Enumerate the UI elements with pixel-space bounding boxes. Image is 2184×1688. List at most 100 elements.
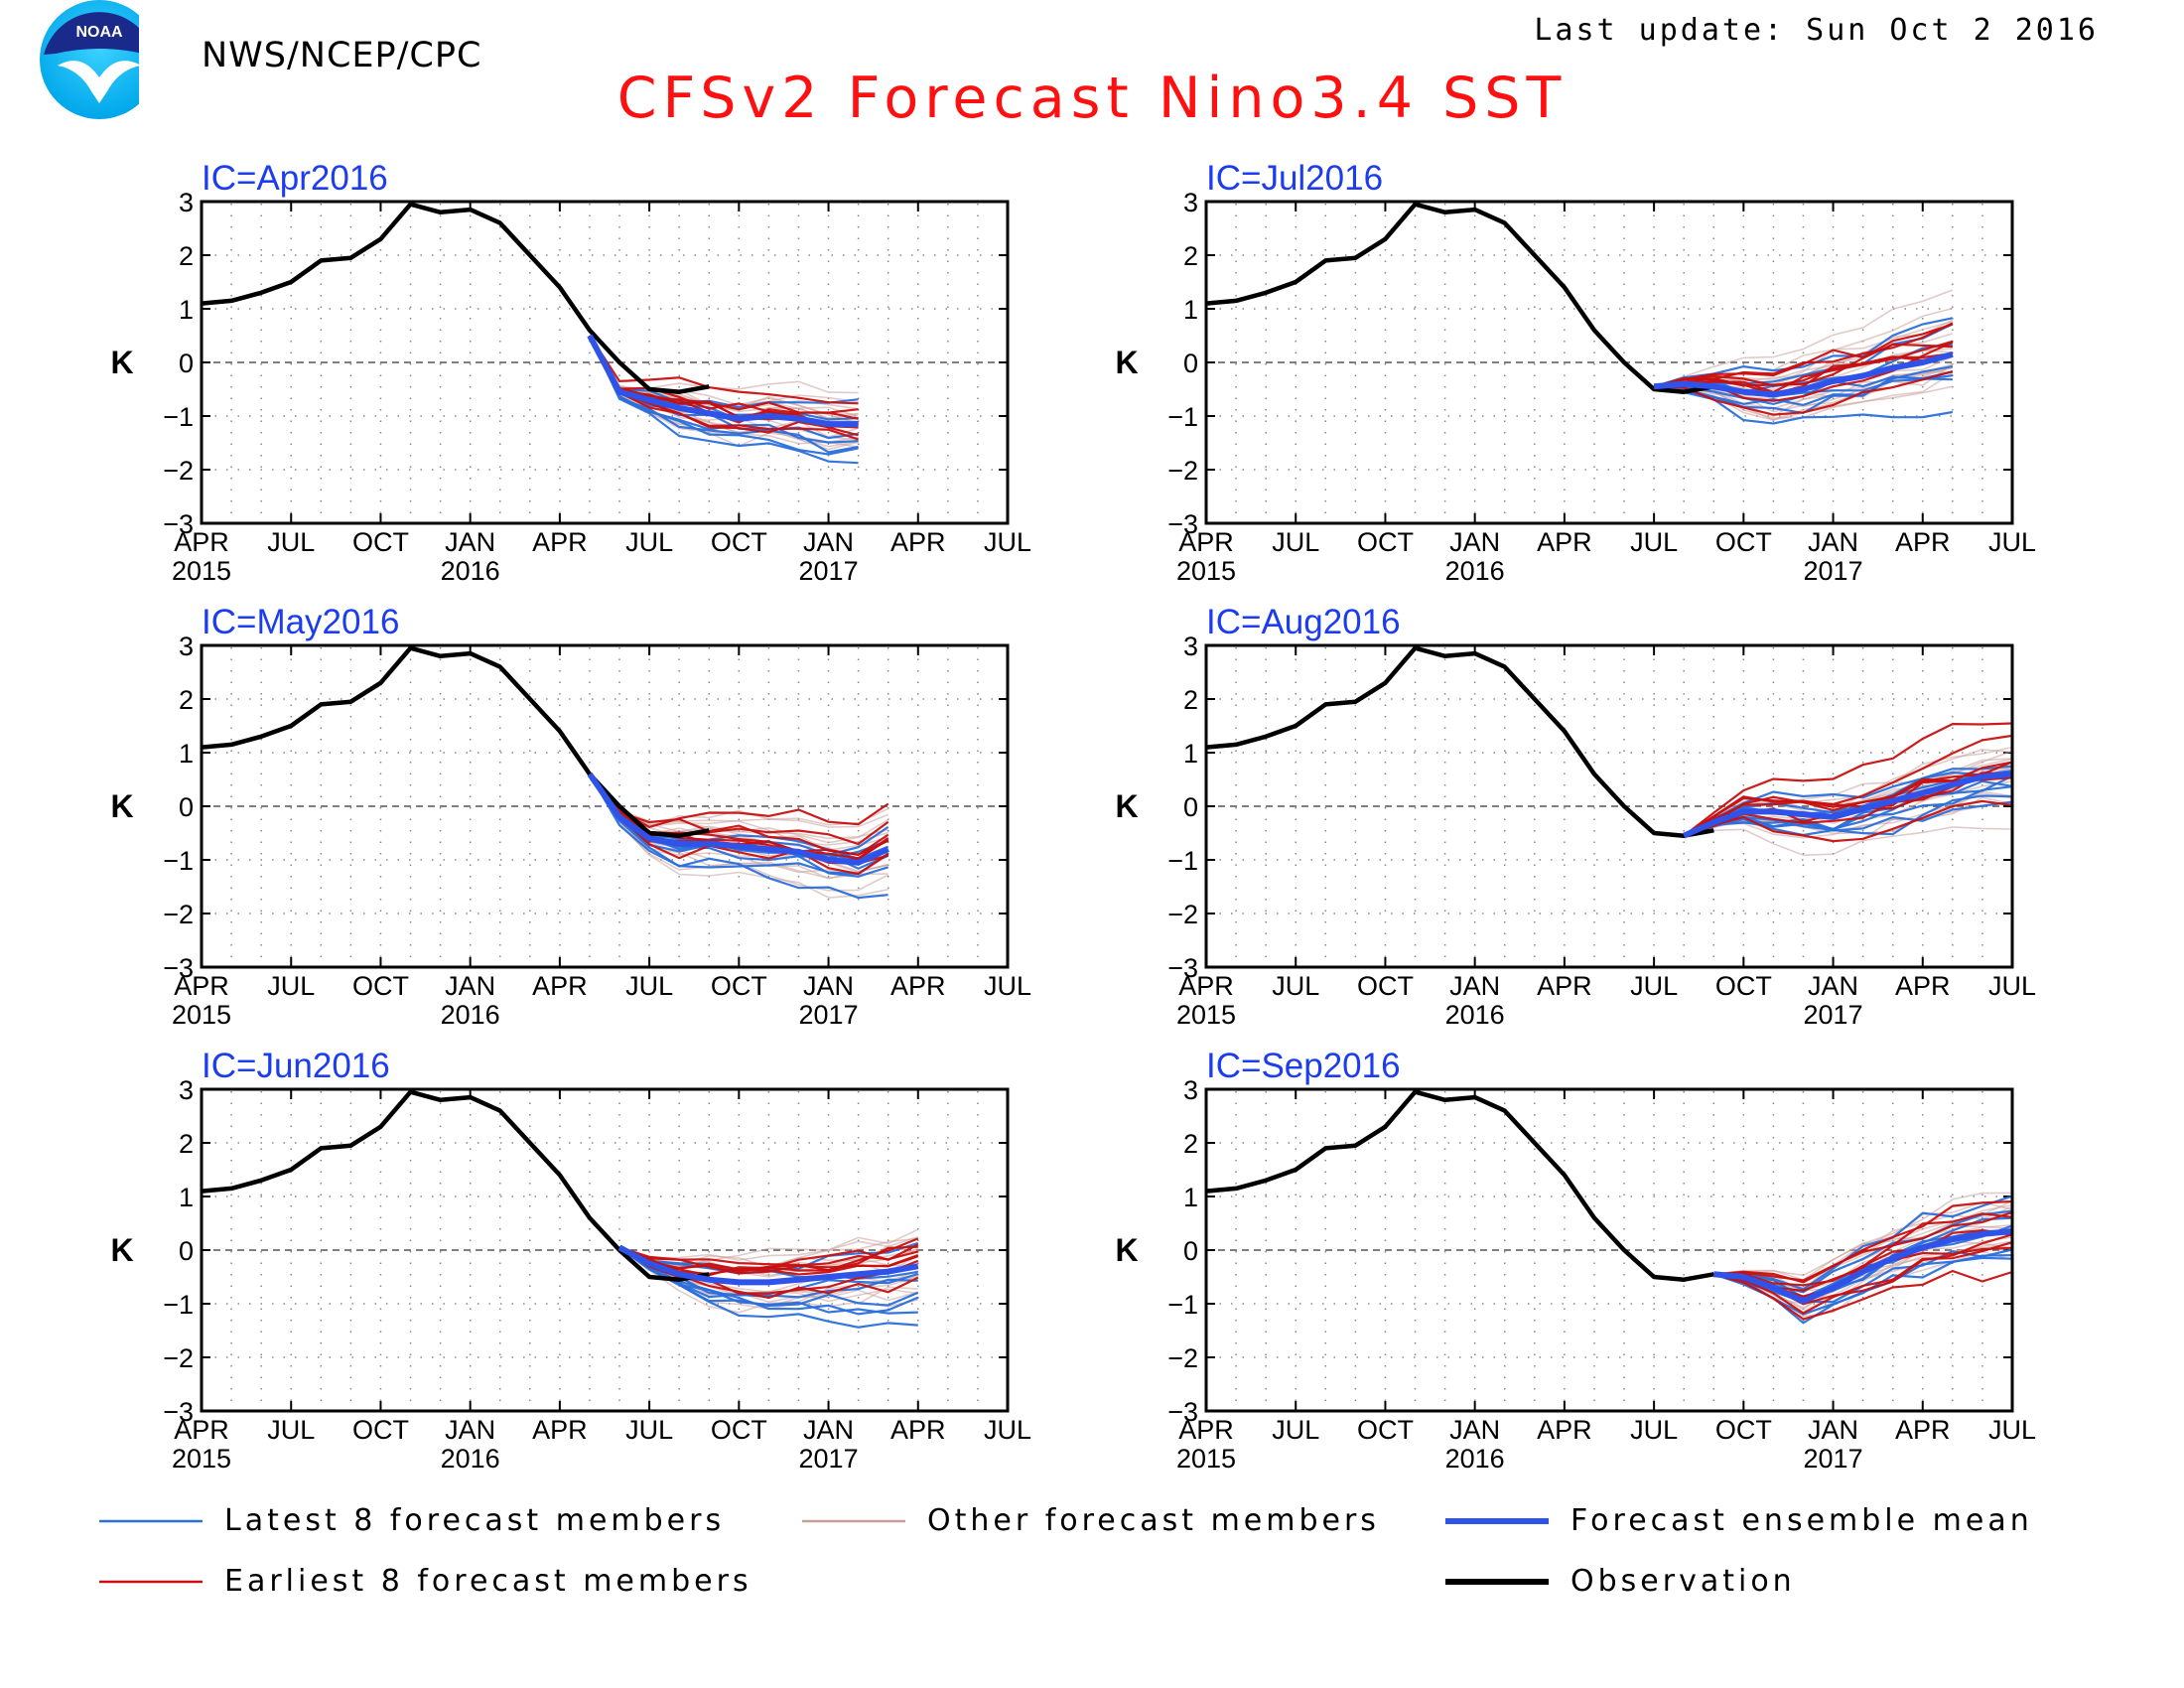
y-tick-label: 2 bbox=[179, 685, 194, 715]
y-tick-label: 3 bbox=[179, 632, 194, 661]
member-line-earliest bbox=[1713, 1241, 2013, 1315]
member-line-latest bbox=[589, 774, 889, 876]
x-tick-label: APR bbox=[1537, 527, 1592, 557]
legend-item-latest: Latest 8 forecast members bbox=[99, 1503, 725, 1538]
x-tick-label: APR bbox=[532, 527, 588, 557]
member-line-earliest bbox=[1713, 1269, 2013, 1321]
x-tick-label: APR bbox=[1537, 1415, 1592, 1445]
x-tick-label: JAN bbox=[803, 527, 854, 557]
x-tick-label: APR bbox=[1178, 527, 1234, 557]
x-tick-label: OCT bbox=[352, 527, 409, 557]
observation-line bbox=[201, 202, 710, 394]
ensemble-mean-line bbox=[1682, 771, 2013, 839]
member-line-earliest bbox=[1653, 323, 1954, 388]
member-line-earliest bbox=[1683, 722, 2013, 837]
x-year-label: 2015 bbox=[1176, 556, 1236, 586]
y-tick-label: −2 bbox=[163, 900, 194, 929]
x-year-label: 2017 bbox=[799, 556, 859, 586]
panel-ic-sep2016: IC=Sep2016 K −3 −2 −1 0 1 2 3 APR JUL OCT JAN APR JUL O… bbox=[1115, 1047, 2036, 1474]
member-line-other bbox=[1684, 826, 2013, 857]
x-tick-label: OCT bbox=[1357, 527, 1414, 557]
panel-ic-jun2016: IC=Jun2016 K −3 −2 −1 0 1 2 3 APR JUL OCT JAN APR JUL O… bbox=[110, 1047, 1031, 1474]
ensemble-mean-line bbox=[587, 334, 859, 428]
observation-line bbox=[1205, 202, 1714, 394]
panel-title: IC=Aug2016 bbox=[1206, 603, 1401, 641]
x-tick-label: JUL bbox=[1630, 527, 1678, 557]
legend-swatch-mean bbox=[1445, 1517, 1549, 1524]
panel-ic-jul2016: IC=Jul2016 K −3 −2 −1 0 1 2 3 APR JUL OCT JAN APR JUL O… bbox=[1115, 159, 2036, 586]
legend-swatch-observation bbox=[1445, 1578, 1549, 1585]
y-tick-label: −1 bbox=[1167, 846, 1198, 876]
y-tick-label: −3 bbox=[163, 1397, 194, 1427]
panel-title: IC=Jul2016 bbox=[1206, 159, 1383, 198]
legend-label-observation: Observation bbox=[1570, 1564, 1796, 1599]
x-tick-label: JUL bbox=[1272, 527, 1319, 557]
y-tick-label: 1 bbox=[1183, 295, 1198, 325]
y-tick-label: −2 bbox=[163, 1343, 194, 1373]
x-year-label: 2016 bbox=[441, 1444, 500, 1474]
legend-label-other: Other forecast members bbox=[927, 1503, 1380, 1538]
x-tick-label: JUL bbox=[625, 527, 673, 557]
x-tick-label: JAN bbox=[445, 527, 495, 557]
ensemble-mean-line bbox=[1653, 352, 1954, 398]
x-tick-label: OCT bbox=[1715, 527, 1772, 557]
y-tick-label: −1 bbox=[163, 846, 194, 876]
legend-label-latest: Latest 8 forecast members bbox=[224, 1503, 726, 1538]
y-tick-label: 2 bbox=[1183, 685, 1198, 715]
panel-ic-apr2016: IC=Apr2016 K −3 −2 −1 0 1 2 3 APR JUL OCT JAN APR JUL O… bbox=[110, 159, 1031, 586]
x-tick-label: OCT bbox=[1357, 971, 1414, 1001]
y-tick-label: 0 bbox=[1183, 1236, 1198, 1266]
x-year-label: 2016 bbox=[441, 556, 500, 586]
x-tick-label: APR bbox=[174, 1415, 229, 1445]
y-tick-label: 0 bbox=[1183, 349, 1198, 378]
y-tick-label: −2 bbox=[1167, 456, 1198, 486]
y-axis-label: K bbox=[110, 1232, 133, 1268]
noaa-logo-bird bbox=[58, 61, 139, 103]
legend-swatch-other bbox=[802, 1519, 905, 1522]
y-tick-label: −2 bbox=[1167, 900, 1198, 929]
y-tick-label: −3 bbox=[163, 953, 194, 983]
legend-label-earliest: Earliest 8 forecast members bbox=[224, 1564, 752, 1599]
x-year-label: 2016 bbox=[1445, 1000, 1505, 1030]
legend-label-mean: Forecast ensemble mean bbox=[1570, 1503, 2033, 1538]
y-axis-label: K bbox=[1115, 1232, 1138, 1268]
y-tick-label: −1 bbox=[163, 1290, 194, 1320]
x-year-label: 2015 bbox=[1176, 1000, 1236, 1030]
plot-frame bbox=[200, 1087, 1010, 1413]
y-tick-label: 3 bbox=[1183, 188, 1198, 217]
ensemble-mean-line bbox=[617, 1244, 919, 1286]
observation-line bbox=[201, 1089, 710, 1282]
y-tick-label: −1 bbox=[163, 402, 194, 432]
member-line-earliest bbox=[1713, 1212, 2013, 1282]
x-tick-label: JAN bbox=[803, 1415, 854, 1445]
y-tick-label: 3 bbox=[1183, 1075, 1198, 1105]
ensemble-mean-line bbox=[587, 772, 889, 866]
member-line-other bbox=[1653, 289, 1954, 388]
x-tick-label: JAN bbox=[803, 971, 854, 1001]
y-tick-label: 3 bbox=[179, 188, 194, 217]
page-title: CFSv2 Forecast Nino3.4 SST bbox=[616, 66, 1568, 131]
panel-title: IC=Sep2016 bbox=[1206, 1047, 1401, 1085]
member-line-earliest bbox=[618, 1246, 919, 1274]
y-axis-label: K bbox=[110, 788, 133, 824]
member-line-latest bbox=[1683, 794, 2013, 837]
y-tick-label: 1 bbox=[179, 1183, 194, 1212]
legend-item-mean: Forecast ensemble mean bbox=[1445, 1503, 2033, 1538]
y-tick-label: 0 bbox=[179, 349, 194, 378]
member-line-earliest bbox=[1654, 370, 1954, 416]
member-line-earliest bbox=[589, 335, 859, 441]
x-year-label: 2017 bbox=[799, 1444, 859, 1474]
legend-item-other: Other forecast members bbox=[802, 1503, 1380, 1538]
y-tick-label: 2 bbox=[179, 1129, 194, 1159]
x-year-label: 2015 bbox=[172, 1000, 231, 1030]
panel-ic-may2016: IC=May2016 K −3 −2 −1 0 1 2 3 APR JUL OCT JAN APR JUL O… bbox=[110, 603, 1031, 1030]
member-line-earliest bbox=[1683, 799, 2013, 843]
x-tick-label: JUL bbox=[1272, 971, 1319, 1001]
ensemble-mean-line bbox=[1713, 1228, 2013, 1305]
plot-frame bbox=[1204, 643, 2014, 969]
x-tick-label: JAN bbox=[1449, 527, 1500, 557]
noaa-logo-top bbox=[44, 12, 139, 55]
member-line-latest bbox=[589, 335, 859, 465]
x-tick-label: APR bbox=[174, 971, 229, 1001]
x-tick-label: APR bbox=[1895, 527, 1951, 557]
